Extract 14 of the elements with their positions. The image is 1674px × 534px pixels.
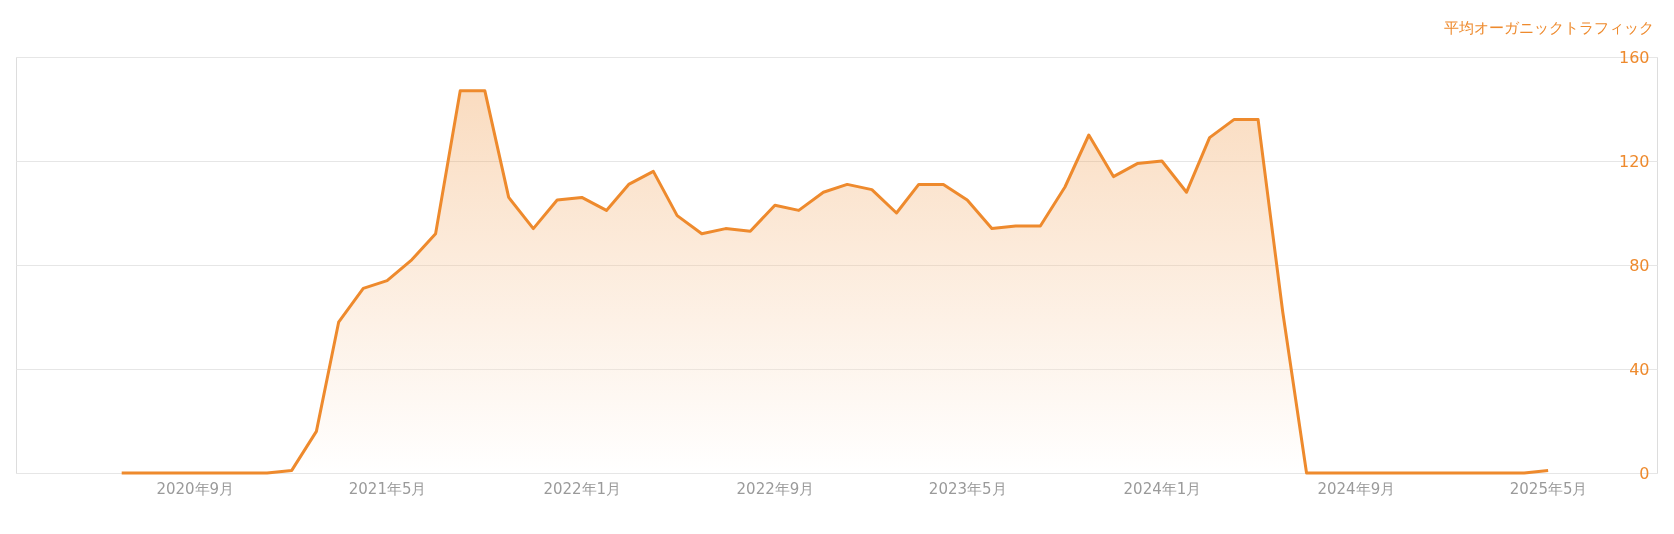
x-tick-label: 2025年5月 <box>1509 479 1588 498</box>
y-tick-label: 0 <box>1639 463 1650 483</box>
y-tick-label: 120 <box>1618 151 1650 171</box>
y-tick-label: 160 <box>1618 47 1650 67</box>
y-tick-label: 40 <box>1629 359 1650 379</box>
x-tick-label: 2024年1月 <box>1123 479 1202 498</box>
x-tick-label: 2023年5月 <box>928 479 1007 498</box>
x-tick-label: 2020年9月 <box>156 479 235 498</box>
x-tick-label: 2022年9月 <box>736 479 815 498</box>
y-tick-label: 80 <box>1629 255 1650 275</box>
x-tick-label: 2021年5月 <box>348 479 427 498</box>
y-axis-title: 平均オーガニックトラフィック <box>1443 18 1654 37</box>
x-tick-label: 2024年9月 <box>1317 479 1396 498</box>
x-tick-label: 2022年1月 <box>543 479 622 498</box>
